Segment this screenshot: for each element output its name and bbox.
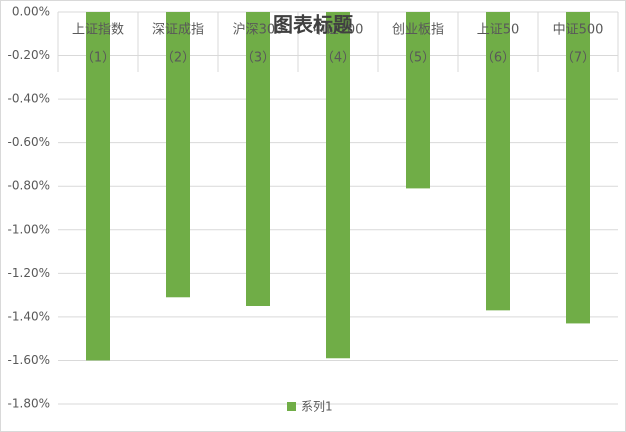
bar [406, 12, 430, 189]
x-tick-sublabel: （2） [161, 51, 195, 66]
x-tick-label: 沪深300 [233, 22, 284, 38]
y-tick-label: -0.60% [8, 135, 50, 149]
y-tick-label: -0.80% [8, 179, 50, 193]
bar [86, 12, 110, 361]
x-tick-sublabel: （3） [241, 51, 275, 66]
x-tick-sublabel: （6） [481, 51, 515, 66]
y-tick-label: -1.80% [8, 397, 50, 411]
bar [326, 12, 350, 359]
y-tick-label: -0.40% [8, 92, 50, 106]
bar [166, 12, 190, 298]
x-tick-sublabel: （7） [561, 51, 595, 66]
bar [566, 12, 590, 324]
chart-title: 图表标题 [273, 13, 354, 37]
y-tick-label: -1.60% [8, 353, 50, 367]
y-tick-label: -1.00% [8, 222, 50, 236]
legend-label: 系列1 [301, 400, 333, 414]
legend-swatch [287, 402, 296, 411]
y-tick-label: -1.40% [8, 309, 50, 323]
x-tick-label: 深证成指 [152, 23, 204, 38]
x-tick-label: 上证指数 [72, 23, 124, 38]
x-tick-sublabel: （1） [81, 51, 115, 66]
y-tick-label: -0.20% [8, 48, 50, 62]
x-tick-label: 上证50 [477, 23, 520, 38]
bar [486, 12, 510, 311]
x-tick-label: 创业板指 [392, 23, 444, 38]
x-tick-sublabel: （4） [321, 51, 355, 66]
x-tick-sublabel: （5） [401, 51, 435, 66]
y-tick-label: 0.00% [12, 5, 50, 19]
x-tick-label: 中证500 [553, 23, 604, 38]
bar [246, 12, 270, 306]
y-tick-label: -1.20% [8, 266, 50, 280]
x-tick-label: 中证100 [313, 23, 364, 38]
